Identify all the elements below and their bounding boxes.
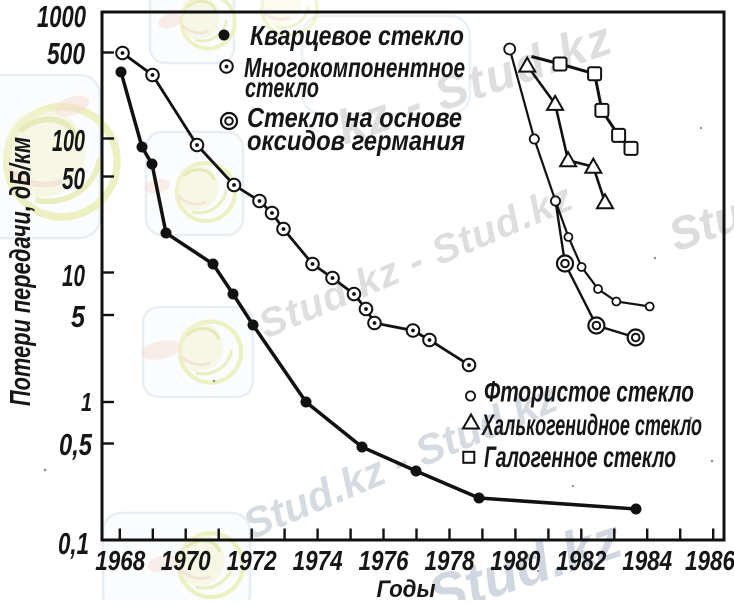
svg-text:Годы: Годы xyxy=(377,576,436,600)
svg-text:1986: 1986 xyxy=(685,545,734,576)
svg-text:0,5: 0,5 xyxy=(59,427,93,462)
svg-text:5: 5 xyxy=(71,299,86,334)
svg-text:Фтористое стекло: Фтористое стекло xyxy=(484,376,694,409)
svg-text:1: 1 xyxy=(81,387,92,417)
svg-text:Халькогенидное стекло: Халькогенидное стекло xyxy=(481,409,702,442)
svg-text:1980: 1980 xyxy=(490,545,540,576)
svg-text:1974: 1974 xyxy=(293,545,343,576)
svg-text:100: 100 xyxy=(52,123,85,158)
svg-text:1978: 1978 xyxy=(425,545,475,576)
svg-text:оксидов германия: оксидов германия xyxy=(247,125,465,156)
svg-text:1000: 1000 xyxy=(37,0,86,34)
svg-text:1970: 1970 xyxy=(161,545,211,576)
svg-text:Многокомпонентное: Многокомпонентное xyxy=(244,52,465,83)
svg-text:Кварцевое стекло: Кварцевое стекло xyxy=(250,20,464,51)
svg-text:1972: 1972 xyxy=(227,545,277,576)
svg-text:500: 500 xyxy=(47,36,85,71)
svg-text:Галогенное стекло: Галогенное стекло xyxy=(484,441,676,474)
svg-text:Стекло на основе: Стекло на основе xyxy=(247,102,462,133)
svg-text:1984: 1984 xyxy=(622,545,672,576)
svg-text:Потери передачи, дБ/км: Потери передачи, дБ/км xyxy=(5,137,37,406)
svg-text:стекло: стекло xyxy=(245,72,319,103)
svg-text:1976: 1976 xyxy=(359,545,409,576)
svg-text:0,1: 0,1 xyxy=(58,526,89,561)
svg-text:1968: 1968 xyxy=(95,545,145,576)
svg-text:10: 10 xyxy=(62,258,85,293)
svg-text:50: 50 xyxy=(62,161,85,196)
svg-text:1982: 1982 xyxy=(556,545,606,576)
